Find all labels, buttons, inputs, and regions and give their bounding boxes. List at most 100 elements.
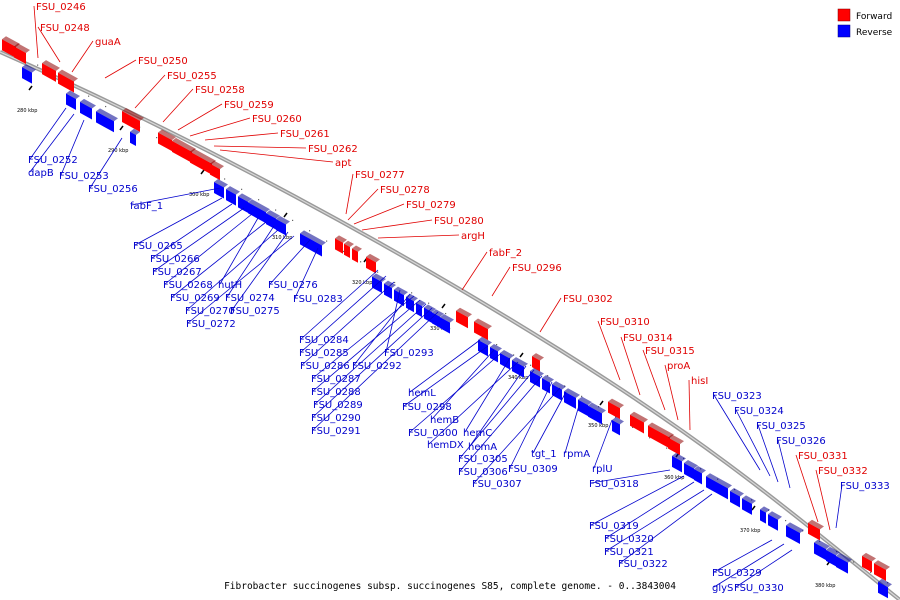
gene-label-hemc: hemC	[463, 428, 492, 439]
leader-fsu-0278	[347, 188, 379, 221]
scale-tick: 340 kbp	[508, 352, 528, 381]
gene-label-fsu-0265: FSU_0265	[133, 241, 183, 252]
gene-label-fabf-1: fabF_1	[130, 201, 163, 212]
minor-tick	[309, 230, 311, 232]
leader-rplu	[593, 419, 613, 469]
gene-label-fsu-0246: FSU_0246	[36, 2, 86, 13]
leader-fsu-0250	[104, 59, 137, 79]
leader-fsu-0276	[269, 239, 311, 285]
gene-label-fsu-0322: FSU_0322	[618, 559, 668, 570]
gene-label-fsu-0300: FSU_0300	[408, 428, 458, 439]
minor-tick	[411, 292, 413, 294]
gene-label-fsu-0284: FSU_0284	[299, 335, 349, 346]
minor-tick	[513, 354, 515, 356]
gene-label-rpma: rpmA	[563, 449, 590, 460]
forward-gene-block	[172, 137, 196, 163]
leader-glys	[713, 543, 785, 588]
gene-label-fsu-0329: FSU_0329	[712, 568, 762, 579]
leader-fsu-0268	[164, 213, 253, 285]
forward-gene-block	[648, 422, 674, 449]
leader-guaa	[71, 40, 94, 73]
gene-label-hema: hemA	[468, 442, 497, 453]
leader-fsu-0248	[37, 26, 61, 63]
leader-fabf-2	[461, 251, 488, 291]
leader-rpma	[564, 401, 581, 454]
gene-label-fsu-0307: FSU_0307	[472, 479, 522, 490]
reverse-gene-block	[500, 350, 514, 370]
gene-label-fsu-0296: FSU_0296	[512, 263, 562, 274]
gene-label-hisi: hisI	[691, 376, 708, 387]
leader-hemc	[464, 357, 511, 433]
leader-fsu-0315	[642, 349, 666, 411]
minor-tick	[547, 375, 549, 377]
gene-label-fsu-0248: FSU_0248	[40, 23, 90, 34]
reverse-gene-block	[276, 216, 290, 236]
leader-fsu-0323	[713, 394, 761, 471]
forward-gene-block	[122, 107, 144, 132]
reverse-gene-block	[760, 506, 770, 524]
gene-label-fsu-0288: FSU_0288	[311, 387, 361, 398]
minor-tick	[343, 250, 345, 253]
gene-label-fsu-0314: FSU_0314	[623, 333, 673, 344]
leader-fsu-0306	[459, 375, 543, 472]
reverse-gene-block	[588, 402, 606, 425]
scale-tick-label: 280 kbp	[17, 108, 37, 114]
forward-gene-block	[608, 398, 624, 420]
gene-label-fsu-0315: FSU_0315	[645, 346, 695, 357]
reverse-gene-block	[266, 210, 280, 230]
forward-gene-block	[532, 353, 544, 372]
minor-tick	[224, 178, 226, 180]
gene-label-rplu: rplU	[592, 464, 613, 475]
leader-fsu-0274	[226, 225, 275, 298]
leader-huth	[219, 217, 259, 285]
gene-label-fsu-0270: FSU_0270	[185, 306, 235, 317]
minor-tick	[360, 261, 362, 263]
gene-label-proa: proA	[667, 361, 690, 372]
gene-label-hemb: hemB	[430, 415, 459, 426]
leader-dapb	[29, 113, 75, 173]
leader-fabf-1	[131, 187, 221, 206]
forward-gene-block	[456, 307, 472, 329]
reverse-gene-block	[384, 280, 396, 300]
minor-tick	[258, 199, 260, 201]
leader-hemb	[431, 349, 495, 420]
minor-tick	[88, 95, 90, 97]
scale-tick: 330 kbp	[430, 303, 450, 332]
reverse-gene-block	[706, 473, 732, 500]
leader-fsu-0265	[134, 197, 223, 246]
reverse-gene-block	[300, 230, 326, 257]
gene-label-heml: hemL	[408, 388, 436, 399]
reverse-gene-block	[694, 466, 706, 485]
gene-label-fsu-0306: FSU_0306	[458, 467, 508, 478]
leader-fsu-0318	[590, 469, 671, 484]
reverse-gene-block	[742, 495, 756, 515]
leader-argh	[377, 234, 460, 239]
minor-tick	[785, 519, 787, 522]
gene-label-fsu-0269: FSU_0269	[170, 293, 220, 304]
forward-gene-block	[366, 253, 380, 274]
reverse-gene-block	[478, 336, 492, 357]
leader-fsu-0283	[294, 247, 319, 299]
scale-tick-label: 330 kbp	[430, 326, 450, 332]
reverse-gene-block	[814, 539, 830, 561]
leader-fsu-0288	[312, 299, 421, 392]
leader-fsu-0320	[605, 481, 695, 539]
reverse-gene-block	[878, 578, 892, 599]
scale-tick: 300 kbp	[189, 169, 209, 198]
leader-fsu-0305	[459, 369, 535, 459]
forward-gene-block	[630, 411, 648, 434]
minor-tick	[275, 209, 277, 211]
minor-tick	[37, 64, 39, 66]
leader-fsu-0333	[835, 484, 843, 529]
leader-fsu-0302	[539, 297, 562, 333]
leader-fsu-0258	[162, 88, 194, 123]
reverse-gene-block	[578, 396, 592, 417]
reverse-gene-block	[66, 90, 80, 110]
leader-fsu-0292	[353, 293, 411, 366]
label-leaders	[29, 5, 843, 588]
gene-label-fsu-0276: FSU_0276	[268, 280, 318, 291]
forward-gene-block	[210, 160, 224, 181]
forward-gene-block	[14, 43, 30, 64]
gene-label-fsu-0261: FSU_0261	[280, 129, 330, 140]
gene-label-fsu-0262: FSU_0262	[308, 144, 358, 155]
